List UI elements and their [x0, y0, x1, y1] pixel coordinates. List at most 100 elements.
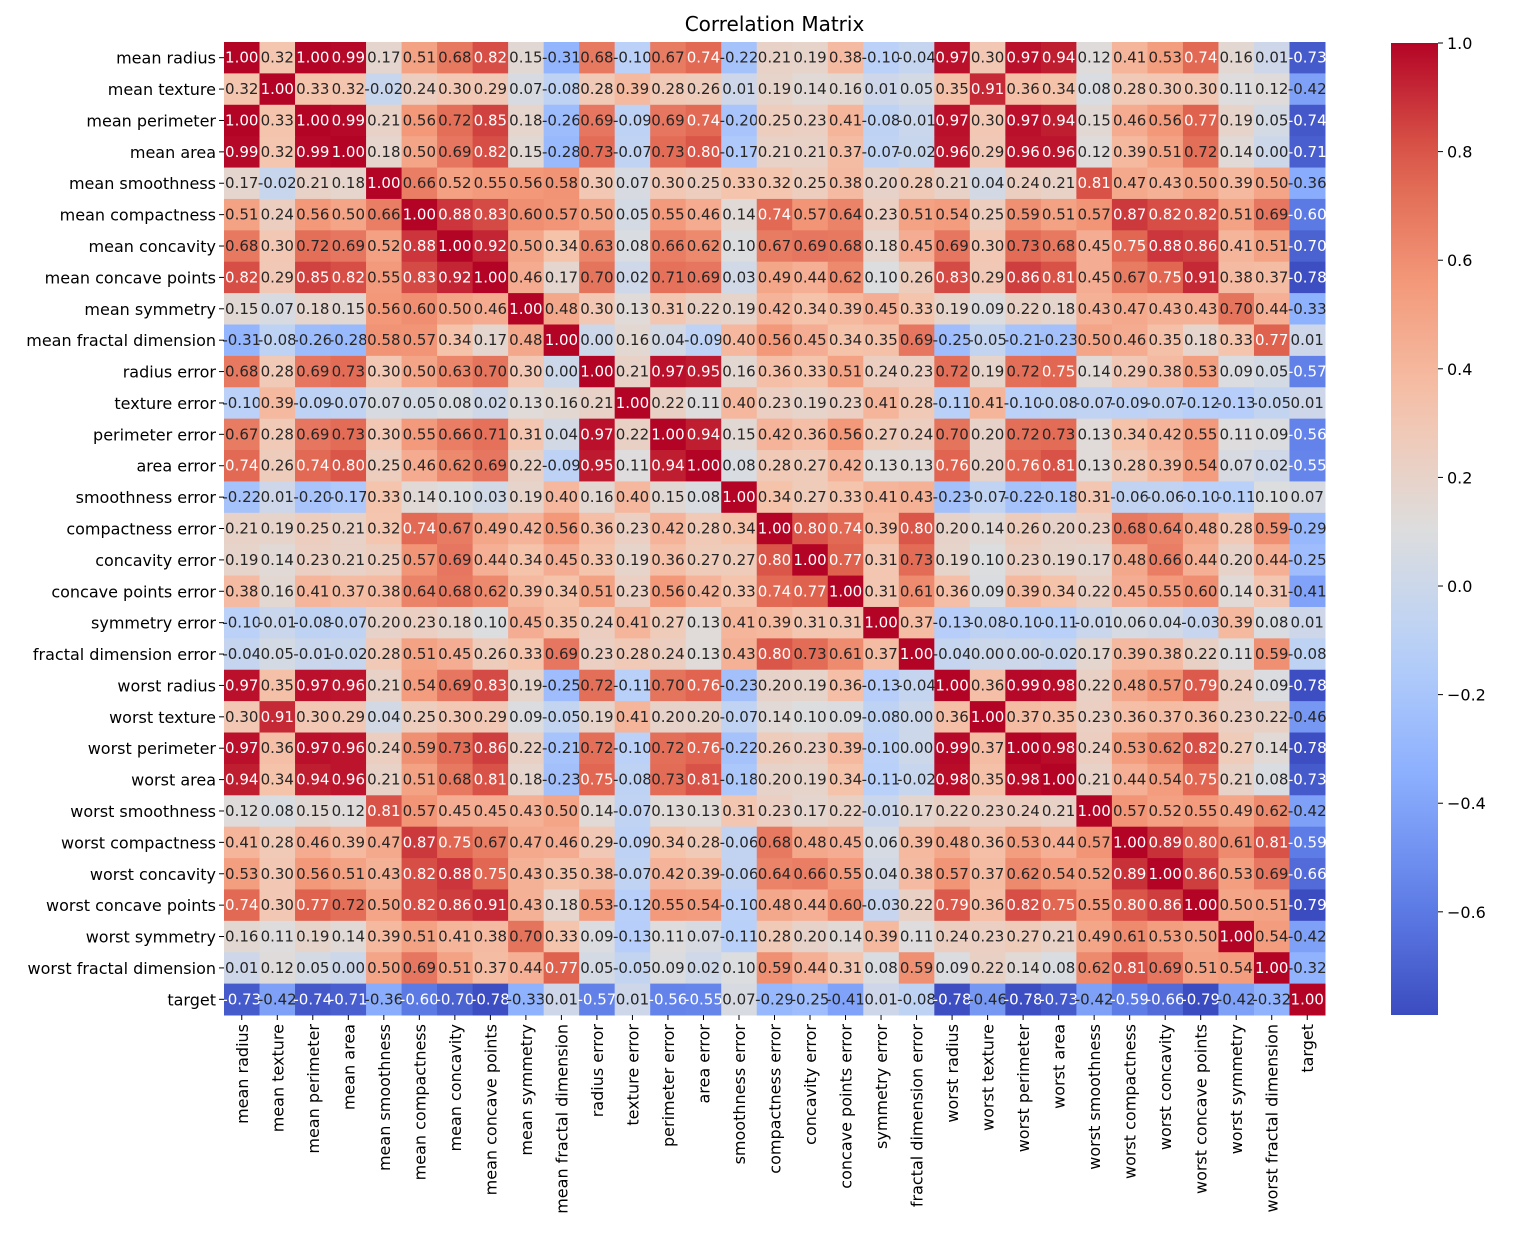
heatmap-cell	[259, 324, 296, 357]
cell-value-label: 0.36	[261, 739, 294, 757]
heatmap-cell	[650, 701, 687, 734]
cell-value-label: 0.74	[403, 520, 436, 538]
cell-value-label: 0.44	[793, 268, 826, 286]
cell-value-label: 0.17	[367, 49, 400, 67]
cell-value-label: 0.75	[438, 833, 471, 851]
cell-value-label: -0.55	[1288, 457, 1327, 475]
heatmap-cell	[934, 355, 971, 388]
cell-value-label: 0.21	[616, 363, 649, 381]
cell-value-label: 0.14	[261, 551, 294, 569]
heatmap-cell	[259, 826, 296, 859]
heatmap-cell	[614, 669, 651, 702]
cell-value-label: -0.20	[293, 488, 332, 506]
cell-value-label: 0.68	[758, 833, 791, 851]
cell-value-label: -0.09	[1110, 394, 1149, 412]
heatmap-cell	[721, 355, 758, 388]
cell-value-label: 0.11	[261, 928, 294, 946]
heatmap-cell	[1147, 387, 1184, 420]
cell-value-label: 0.24	[580, 614, 613, 632]
heatmap-cell	[1147, 261, 1184, 294]
heatmap-cell	[969, 638, 1006, 671]
heatmap-cell	[472, 387, 509, 420]
colorbar: 1.00.80.60.40.20.0−0.2−0.4−0.6	[1391, 34, 1486, 1015]
cell-value-label: 0.82	[1006, 896, 1039, 914]
cell-value-label: 0.31	[829, 614, 862, 632]
y-tick-label: mean smoothness	[69, 174, 216, 193]
cell-value-label: 1.00	[296, 111, 329, 129]
heatmap-cell	[1111, 73, 1148, 106]
cell-value-label: 0.20	[651, 708, 684, 726]
cell-value-label: 0.23	[1220, 708, 1253, 726]
heatmap-cell	[863, 230, 900, 263]
heatmap-cell	[827, 104, 864, 137]
heatmap-cell	[650, 575, 687, 608]
cell-value-label: -0.01	[1075, 614, 1114, 632]
cell-value-label: 0.17	[793, 802, 826, 820]
cell-value-label: 0.38	[225, 582, 258, 600]
heatmap-cell	[472, 606, 509, 639]
heatmap-cell	[1147, 889, 1184, 922]
cell-value-label: 0.68	[1113, 520, 1146, 538]
cell-value-label: 0.29	[971, 268, 1004, 286]
heatmap-cell	[1076, 261, 1113, 294]
heatmap-cell	[366, 889, 403, 922]
cell-value-label: 0.33	[722, 582, 755, 600]
heatmap-cell	[295, 575, 332, 608]
y-tick-label: symmetry error	[91, 614, 216, 633]
heatmap-cell	[756, 920, 793, 953]
cell-value-label: -0.09	[613, 833, 652, 851]
cell-value-label: 1.00	[580, 363, 613, 381]
cell-value-label: 0.44	[793, 896, 826, 914]
cell-value-label: 0.41	[616, 708, 649, 726]
cell-value-label: 0.22	[509, 457, 542, 475]
cell-value-label: -0.07	[613, 802, 652, 820]
cell-value-label: 0.39	[367, 928, 400, 946]
heatmap-cell	[614, 858, 651, 890]
heatmap-cell	[685, 669, 722, 702]
heatmap-cell	[1182, 575, 1219, 608]
heatmap-cell	[224, 638, 261, 671]
cell-value-label: 0.86	[1148, 896, 1181, 914]
heatmap-cell	[259, 293, 296, 325]
heatmap-cell	[543, 826, 580, 859]
cell-value-label: 0.28	[687, 520, 720, 538]
cell-value-label: 0.23	[616, 520, 649, 538]
heatmap-cell	[295, 858, 332, 890]
cell-value-label: 0.07	[367, 394, 400, 412]
cell-value-label: 0.08	[1077, 80, 1110, 98]
heatmap-cell	[1289, 889, 1326, 922]
cell-value-label: -0.10	[862, 49, 901, 67]
heatmap-cell	[1147, 293, 1184, 325]
heatmap-cell	[1218, 42, 1255, 74]
cell-value-label: -0.06	[720, 833, 759, 851]
cell-value-label: 0.14	[403, 488, 436, 506]
heatmap-cell	[756, 544, 793, 577]
heatmap-cell	[1111, 826, 1148, 859]
heatmap-cell	[898, 795, 935, 828]
heatmap-cell	[1040, 42, 1077, 74]
heatmap-cell	[756, 230, 793, 263]
cell-value-label: 0.24	[1077, 739, 1110, 757]
cell-value-label: 0.39	[1113, 645, 1146, 663]
heatmap-cell	[1040, 732, 1077, 765]
heatmap-cell	[934, 418, 971, 451]
x-tick-label: target	[1298, 1024, 1317, 1073]
y-tick-label: worst compactness	[61, 833, 216, 852]
heatmap-cell	[366, 167, 403, 200]
heatmap-cell	[330, 324, 367, 357]
cell-value-label: 0.82	[332, 268, 365, 286]
heatmap-cell	[756, 418, 793, 451]
heatmap-cell	[1147, 575, 1184, 608]
cell-value-label: 0.33	[1220, 331, 1253, 349]
heatmap-cell	[969, 450, 1006, 482]
heatmap-cell	[330, 512, 367, 545]
cell-value-label: 0.05	[580, 959, 613, 977]
heatmap-cell	[756, 763, 793, 796]
cell-value-label: 0.69	[438, 676, 471, 694]
cell-value-label: 0.81	[1077, 174, 1110, 192]
cell-value-label: 0.45	[900, 237, 933, 255]
cell-value-label: 0.16	[722, 363, 755, 381]
cell-value-label: 0.34	[651, 833, 684, 851]
cell-value-label: 0.43	[509, 802, 542, 820]
heatmap-cell	[934, 952, 971, 985]
